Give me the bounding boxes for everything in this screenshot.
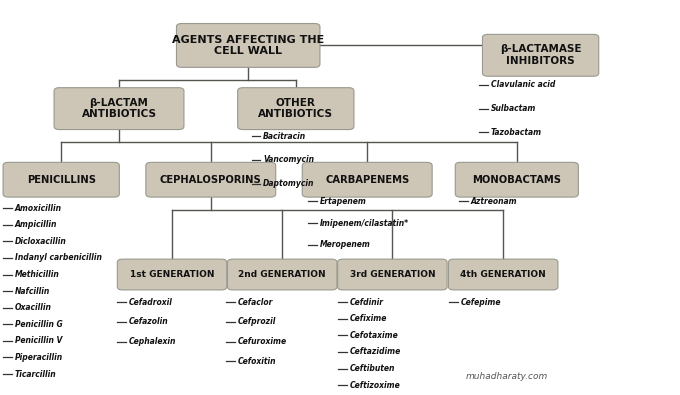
Text: Ceftibuten: Ceftibuten: [350, 364, 395, 373]
Text: Cefprozil: Cefprozil: [238, 318, 276, 326]
Text: CEPHALOSPORINS: CEPHALOSPORINS: [160, 175, 262, 185]
Text: Bacitracin: Bacitracin: [263, 132, 306, 141]
Text: Ceftizoxime: Ceftizoxime: [350, 381, 401, 389]
Text: muhadharaty.com: muhadharaty.com: [466, 372, 548, 381]
Text: Cefuroxime: Cefuroxime: [238, 337, 287, 346]
Text: Cefadroxil: Cefadroxil: [129, 298, 173, 307]
Text: Cefotaxime: Cefotaxime: [350, 331, 398, 340]
Text: 1st GENERATION: 1st GENERATION: [130, 270, 214, 279]
FancyBboxPatch shape: [449, 259, 558, 290]
Text: Cefepime: Cefepime: [460, 298, 501, 307]
Text: Penicillin V: Penicillin V: [15, 337, 63, 345]
FancyBboxPatch shape: [302, 162, 432, 197]
Text: 2nd GENERATION: 2nd GENERATION: [239, 270, 326, 279]
Text: Meropenem: Meropenem: [320, 241, 371, 249]
Text: Sulbactam: Sulbactam: [491, 104, 537, 113]
Text: Cefdinir: Cefdinir: [350, 298, 384, 307]
FancyBboxPatch shape: [146, 162, 276, 197]
Text: Cefaclor: Cefaclor: [238, 298, 273, 307]
FancyBboxPatch shape: [456, 162, 578, 197]
Text: Aztreonam: Aztreonam: [471, 197, 517, 206]
Text: PENICILLINS: PENICILLINS: [27, 175, 96, 185]
Text: Clavulanic acid: Clavulanic acid: [491, 81, 556, 89]
FancyBboxPatch shape: [227, 259, 337, 290]
Text: Tazobactam: Tazobactam: [491, 128, 542, 137]
Text: β-LACTAMASE
INHIBITORS: β-LACTAMASE INHIBITORS: [500, 45, 581, 66]
Text: Ertapenem: Ertapenem: [320, 197, 367, 206]
FancyBboxPatch shape: [3, 162, 120, 197]
Text: Methicillin: Methicillin: [15, 270, 60, 279]
Text: Daptomycin: Daptomycin: [263, 179, 315, 188]
Text: Cefixime: Cefixime: [350, 314, 387, 323]
Text: Vancomycin: Vancomycin: [263, 156, 314, 164]
Text: AGENTS AFFECTING THE
CELL WALL: AGENTS AFFECTING THE CELL WALL: [172, 35, 324, 56]
Text: CARBAPENEMS: CARBAPENEMS: [325, 175, 409, 185]
Text: β-LACTAM
ANTIBIOTICS: β-LACTAM ANTIBIOTICS: [82, 98, 156, 119]
Text: MONOBACTAMS: MONOBACTAMS: [473, 175, 561, 185]
Text: Piperacillin: Piperacillin: [15, 353, 63, 362]
Text: Penicillin G: Penicillin G: [15, 320, 63, 329]
Text: Ticarcillin: Ticarcillin: [15, 370, 56, 378]
Text: Cephalexin: Cephalexin: [129, 337, 176, 346]
FancyBboxPatch shape: [238, 88, 354, 130]
Text: Nafcillin: Nafcillin: [15, 287, 50, 295]
Text: OTHER
ANTIBIOTICS: OTHER ANTIBIOTICS: [258, 98, 333, 119]
Text: Amoxicillin: Amoxicillin: [15, 204, 62, 213]
Text: Imipenem/cilastatin*: Imipenem/cilastatin*: [320, 219, 409, 228]
FancyBboxPatch shape: [483, 34, 598, 76]
FancyBboxPatch shape: [176, 24, 320, 67]
Text: Dicloxacillin: Dicloxacillin: [15, 237, 67, 246]
Text: Ampicillin: Ampicillin: [15, 220, 57, 229]
FancyBboxPatch shape: [337, 259, 447, 290]
Text: Indanyl carbenicillin: Indanyl carbenicillin: [15, 254, 102, 262]
Text: Cefazolin: Cefazolin: [129, 318, 168, 326]
Text: Ceftazidime: Ceftazidime: [350, 348, 401, 356]
Text: Oxacillin: Oxacillin: [15, 303, 52, 312]
Text: Cefoxitin: Cefoxitin: [238, 357, 277, 366]
FancyBboxPatch shape: [117, 259, 226, 290]
Text: 4th GENERATION: 4th GENERATION: [460, 270, 546, 279]
Text: 3rd GENERATION: 3rd GENERATION: [350, 270, 435, 279]
FancyBboxPatch shape: [54, 88, 184, 130]
